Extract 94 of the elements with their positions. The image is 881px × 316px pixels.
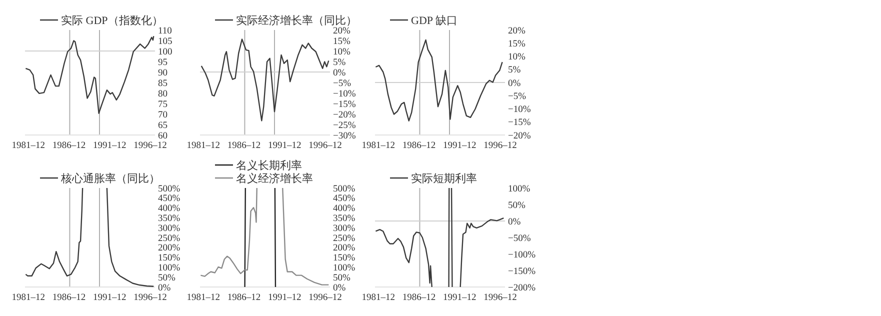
y-tick-label: 300%	[158, 224, 180, 234]
y-tick-label: 50%	[508, 200, 526, 211]
x-tick-label: 1986–12	[227, 293, 261, 303]
x-tick-label: 1991–12	[268, 141, 302, 151]
y-tick-label: −20%	[508, 131, 531, 142]
y-tick-label: 0%	[508, 217, 521, 228]
y-tick-label: 60	[158, 131, 168, 142]
x-tick-label: 1986–12	[402, 141, 436, 151]
y-tick-label: 10%	[508, 52, 526, 63]
legend-label: 名义长期利率	[236, 158, 302, 172]
y-tick-label: 0%	[508, 78, 521, 89]
y-tick-label: 10%	[333, 47, 350, 58]
x-tick-label: 1986–12	[52, 141, 86, 151]
y-tick-label: 0%	[333, 68, 346, 78]
y-tick-label: 20%	[333, 26, 350, 36]
y-tick-label: 65	[158, 120, 168, 131]
y-tick-label: −5%	[508, 92, 526, 102]
y-tick-label: −100%	[508, 250, 536, 260]
x-tick-label: 1996–12	[308, 141, 342, 151]
y-tick-label: −15%	[333, 100, 356, 110]
x-tick-label: 1986–12	[227, 141, 261, 151]
y-tick-label: 250%	[333, 234, 356, 244]
y-tick-label: 100%	[158, 264, 180, 274]
y-tick-label: 200%	[158, 244, 180, 254]
y-tick-label: 80	[158, 89, 168, 100]
x-tick-label: 1991–12	[93, 141, 127, 151]
y-tick-label: 350%	[333, 214, 356, 224]
y-tick-label: 450%	[333, 194, 356, 204]
y-tick-label: 500%	[333, 184, 356, 194]
legend-label: 名义经济增长率	[236, 172, 313, 185]
y-tick-label: 250%	[158, 234, 180, 244]
y-tick-label: −30%	[333, 131, 356, 142]
y-tick-label: −150%	[508, 266, 536, 277]
x-tick-label: 1996–12	[484, 293, 518, 303]
y-tick-label: −50%	[508, 234, 531, 244]
legend-label: GDP 缺口	[411, 14, 458, 27]
y-tick-label: −5%	[333, 78, 352, 89]
y-tick-label: 350%	[158, 214, 180, 224]
y-tick-label: 0%	[158, 283, 171, 294]
y-tick-label: 90	[158, 68, 168, 78]
y-tick-label: 15%	[508, 39, 526, 50]
y-tick-label: 95	[158, 58, 168, 68]
x-tick-label: 1986–12	[52, 293, 86, 303]
y-tick-label: 75	[158, 100, 168, 110]
y-tick-label: 450%	[158, 194, 180, 204]
x-tick-label: 1981–12	[362, 141, 396, 151]
x-tick-label: 1996–12	[484, 141, 518, 151]
y-tick-label: 100	[158, 47, 172, 58]
legend-label: 核心通胀率（同比）	[60, 172, 160, 185]
legend-label: 实际短期利率	[411, 172, 477, 185]
y-tick-label: 0%	[333, 283, 346, 294]
y-tick-label: 300%	[333, 224, 356, 234]
y-tick-label: 15%	[333, 36, 350, 47]
line-series	[25, 35, 154, 114]
y-tick-label: 100%	[508, 184, 530, 194]
y-tick-label: 50%	[158, 273, 176, 284]
legend-label: 实际经济增长率（同比）	[236, 14, 357, 27]
y-tick-label: 150%	[158, 254, 180, 264]
y-tick-label: 500%	[158, 184, 180, 194]
y-tick-label: 100%	[333, 264, 356, 274]
y-tick-label: 400%	[158, 204, 180, 214]
legend-label: 实际 GDP（指数化）	[61, 14, 163, 27]
line-series	[375, 39, 503, 122]
y-tick-label: 110	[158, 26, 172, 36]
x-tick-label: 1981–12	[362, 293, 396, 303]
y-tick-label: −10%	[508, 105, 531, 116]
y-tick-label: 105	[158, 36, 172, 47]
y-tick-label: 50%	[333, 273, 350, 284]
y-tick-label: −200%	[508, 283, 536, 294]
x-tick-label: 1986–12	[402, 293, 436, 303]
y-tick-label: 200%	[333, 244, 356, 254]
y-tick-label: −20%	[333, 110, 356, 120]
x-tick-label: 1991–12	[443, 141, 477, 151]
x-tick-label: 1981–12	[12, 141, 46, 151]
y-tick-label: 20%	[508, 26, 526, 36]
x-tick-label: 1991–12	[268, 293, 302, 303]
y-tick-label: 400%	[333, 204, 356, 214]
x-tick-label: 1991–12	[443, 293, 477, 303]
y-tick-label: 5%	[333, 58, 346, 68]
x-tick-label: 1996–12	[308, 293, 342, 303]
x-tick-label: 1996–12	[134, 141, 168, 151]
y-tick-label: 150%	[333, 254, 356, 264]
x-tick-label: 1981–12	[186, 293, 220, 303]
x-tick-label: 1996–12	[134, 293, 168, 303]
x-tick-label: 1991–12	[93, 293, 127, 303]
y-tick-label: −10%	[333, 89, 356, 100]
line-series	[200, 38, 330, 122]
y-tick-label: 5%	[508, 66, 521, 76]
x-tick-label: 1981–12	[186, 141, 220, 151]
y-tick-label: −15%	[508, 118, 531, 128]
y-tick-label: 85	[158, 78, 168, 89]
y-tick-label: 70	[158, 110, 168, 120]
x-tick-label: 1981–12	[12, 293, 46, 303]
y-tick-label: −25%	[333, 120, 356, 131]
